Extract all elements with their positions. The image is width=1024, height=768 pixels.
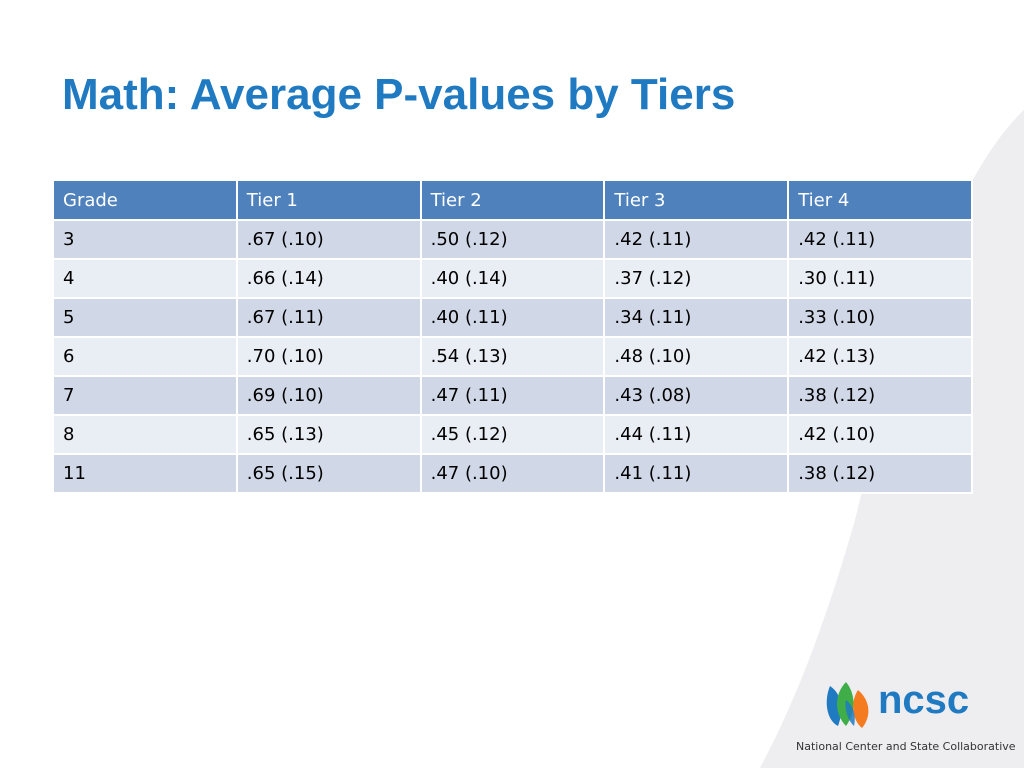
column-header-tier-1: Tier 1: [235, 179, 422, 221]
table-cell: 4: [52, 258, 238, 299]
leaf-logo-icon: [826, 682, 869, 728]
table-cell: .38 (.12): [787, 453, 973, 494]
table-row: 6 .70 (.10) .54 (.13) .48 (.10) .42 (.13…: [52, 336, 973, 377]
logo-wordmark: ncsc: [878, 678, 970, 722]
table-cell: .42 (.11): [603, 219, 790, 260]
table-cell: 8: [52, 414, 238, 455]
column-header-grade: Grade: [52, 179, 238, 221]
table-cell: .37 (.12): [603, 258, 790, 299]
table-cell: .42 (.10): [787, 414, 973, 455]
table-cell: .54 (.13): [419, 336, 606, 377]
table-cell: .30 (.11): [787, 258, 973, 299]
table-cell: .40 (.11): [419, 297, 606, 338]
p-values-table: Grade Tier 1 Tier 2 Tier 3 Tier 4 3 .67 …: [52, 179, 973, 494]
table-cell: 7: [52, 375, 238, 416]
table-row: 3 .67 (.10) .50 (.12) .42 (.11) .42 (.11…: [52, 219, 973, 260]
table-cell: .43 (.08): [603, 375, 790, 416]
table-cell: 11: [52, 453, 238, 494]
column-header-tier-4: Tier 4: [787, 179, 973, 221]
table-cell: .65 (.13): [235, 414, 422, 455]
table-cell: .42 (.13): [787, 336, 973, 377]
table-cell: 6: [52, 336, 238, 377]
table-cell: .67 (.11): [235, 297, 422, 338]
slide-title: Math: Average P-values by Tiers: [62, 70, 736, 119]
table-cell: .69 (.10): [235, 375, 422, 416]
table-row: 4 .66 (.14) .40 (.14) .37 (.12) .30 (.11…: [52, 258, 973, 299]
table-cell: .67 (.10): [235, 219, 422, 260]
table-cell: .47 (.11): [419, 375, 606, 416]
table-cell: .38 (.12): [787, 375, 973, 416]
table-cell: .45 (.12): [419, 414, 606, 455]
logo-tagline: National Center and State Collaborative: [796, 740, 1016, 753]
column-header-tier-2: Tier 2: [419, 179, 606, 221]
table-cell: .42 (.11): [787, 219, 973, 260]
table-cell: .44 (.11): [603, 414, 790, 455]
table-row: 5 .67 (.11) .40 (.11) .34 (.11) .33 (.10…: [52, 297, 973, 338]
table-cell: .48 (.10): [603, 336, 790, 377]
table-row: 8 .65 (.13) .45 (.12) .44 (.11) .42 (.10…: [52, 414, 973, 455]
table-header-row: Grade Tier 1 Tier 2 Tier 3 Tier 4: [52, 179, 973, 221]
table-cell: .47 (.10): [419, 453, 606, 494]
table-cell: .66 (.14): [235, 258, 422, 299]
table-cell: 5: [52, 297, 238, 338]
table-cell: .50 (.12): [419, 219, 606, 260]
table-cell: .34 (.11): [603, 297, 790, 338]
column-header-tier-3: Tier 3: [603, 179, 790, 221]
table-cell: .65 (.15): [235, 453, 422, 494]
table-cell: 3: [52, 219, 238, 260]
table-cell: .40 (.14): [419, 258, 606, 299]
table-cell: .33 (.10): [787, 297, 973, 338]
table-cell: .70 (.10): [235, 336, 422, 377]
table-row: 11 .65 (.15) .47 (.10) .41 (.11) .38 (.1…: [52, 453, 973, 494]
ncsc-logo: ncsc National Center and State Collabora…: [790, 672, 1020, 764]
table-row: 7 .69 (.10) .47 (.11) .43 (.08) .38 (.12…: [52, 375, 973, 416]
table-cell: .41 (.11): [603, 453, 790, 494]
